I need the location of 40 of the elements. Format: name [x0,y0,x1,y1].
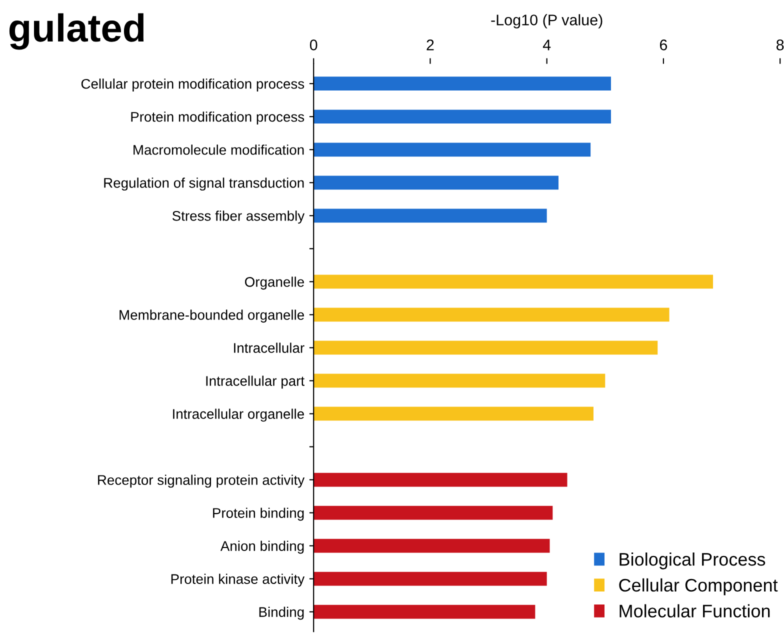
y-tick-label: Protein kinase activity [171,574,305,587]
bar [314,572,547,586]
y-tick-label: Stress fiber assembly [172,210,305,224]
bar [314,406,594,421]
bar [314,340,658,355]
x-tick-label: 6 [660,40,668,50]
y-tick-label: Receptor signaling protein activity [98,474,305,488]
chart-title: gulated [9,13,144,50]
y-tick-label: Membrane-bounded organelle [120,310,304,323]
legend-label: Cellular Component [619,578,778,596]
x-tick-label: 2 [426,40,434,50]
x-tick-label: 0 [310,40,318,50]
x-tick-label: 8 [776,40,784,50]
bar [314,208,547,223]
y-tick-label: Intracellular organelle [173,408,304,422]
y-tick-label: Organelle [245,276,304,290]
bar [314,176,558,190]
bar [314,604,536,619]
bar [314,76,611,91]
legend-label: Biological Process [620,552,766,570]
y-tick-label: Macromolecule modification [134,144,304,155]
y-tick-label: Regulation of signal transduction [104,178,304,191]
bar [314,274,714,289]
x-tick-label: 4 [542,40,551,50]
bar [314,142,591,157]
bar [314,110,611,124]
y-tick-label: Protein modification process [131,112,304,125]
bar [314,308,670,322]
bar [314,472,568,487]
y-tick-label: Intracellular part [206,376,304,389]
bar [314,538,550,553]
y-tick-label: Anion binding [220,540,304,554]
bar [314,374,606,388]
y-tick-label: Binding [259,606,304,620]
bar [314,506,553,520]
y-tick-label: Protein binding [213,508,304,521]
y-tick-label: Cellular protein modification process [81,78,304,92]
legend-label: Molecular Function [620,604,770,618]
y-tick-label: Intracellular [234,342,304,353]
x-axis-title: -Log10 (P value) [491,14,602,28]
